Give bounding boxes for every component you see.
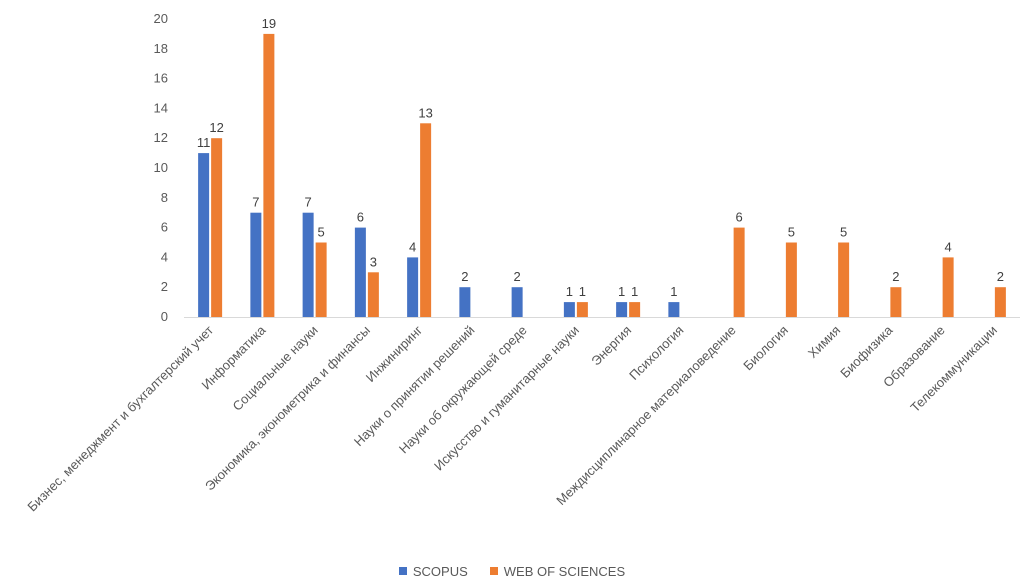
legend-label-wos: WEB OF SCIENCES [503,563,626,579]
bar-wos [838,242,850,317]
y-tick-label: 20 [154,11,168,26]
bar-wos [994,287,1006,317]
y-tick-label: 14 [154,100,168,115]
data-label: 1 [631,284,638,299]
bar-scopus [250,212,262,317]
data-label: 2 [461,269,468,284]
bar-scopus [668,302,680,317]
bar-wos [367,272,379,317]
data-label: 6 [736,210,743,225]
data-label: 7 [305,195,312,210]
data-label: 11 [197,135,211,150]
data-label: 5 [788,225,795,240]
category-label: Бизнес, менеджмент и бухгалтерский учет [24,322,216,514]
y-tick-label: 4 [161,249,168,264]
bar-wos [263,33,275,318]
data-label: 7 [252,195,259,210]
bar-scopus [198,153,210,317]
y-tick-label: 8 [161,190,168,205]
bar-wos [420,123,432,317]
y-tick-label: 6 [161,220,168,235]
bars [198,33,1006,318]
data-label: 3 [370,254,377,269]
data-label: 1 [579,284,586,299]
bar-scopus [407,257,419,317]
data-label: 13 [418,105,432,120]
data-label: 12 [209,120,223,135]
data-label: 19 [262,16,276,31]
bar-scopus [302,212,314,317]
bar-wos [576,302,588,317]
data-label: 4 [945,239,952,254]
legend-swatch-wos [489,567,498,575]
bar-scopus [511,287,523,317]
data-label: 1 [566,284,573,299]
legend-item-scopus: SCOPUS [398,562,468,580]
data-label: 5 [840,225,847,240]
category-label: Энергия [588,323,634,369]
y-tick-label: 16 [154,71,168,86]
category-label: Междисциплинарное материаловедение [553,323,739,509]
legend-label-scopus: SCOPUS [412,563,468,579]
data-label: 5 [318,225,325,240]
data-label: 4 [409,239,416,254]
bar-scopus [354,227,366,317]
legend-swatch-scopus [398,567,407,575]
bar-wos [785,242,797,317]
data-label: 6 [357,210,364,225]
bar-wos [942,257,954,317]
legend: SCOPUS WEB OF SCIENCES [0,562,1024,580]
bar-wos [733,227,745,317]
y-tick-label: 2 [161,279,168,294]
y-tick-label: 12 [154,130,168,145]
y-tick-label: 0 [161,309,168,324]
data-label: 2 [892,269,899,284]
category-label: Биология [740,323,791,374]
bar-scopus [616,302,628,317]
legend-item-wos: WEB OF SCIENCES [489,562,626,580]
bar-wos [315,242,327,317]
category-label: Телекоммуникации [907,323,1000,416]
bar-scopus [459,287,471,317]
bar-scopus [563,302,575,317]
data-label: 1 [670,284,677,299]
data-label: 1 [618,284,625,299]
y-tick-label: 10 [154,160,168,175]
y-axis: 0 2 4 6 8 10 12 14 16 18 20 [154,11,168,324]
x-axis-categories: Бизнес, менеджмент и бухгалтерский учетИ… [24,322,1000,514]
y-tick-label: 18 [154,41,168,56]
bar-wos [211,138,223,317]
bar-wos [629,302,641,317]
data-label: 2 [514,269,521,284]
category-label: Химия [805,323,843,361]
data-label: 2 [997,269,1004,284]
bar-wos [890,287,902,317]
